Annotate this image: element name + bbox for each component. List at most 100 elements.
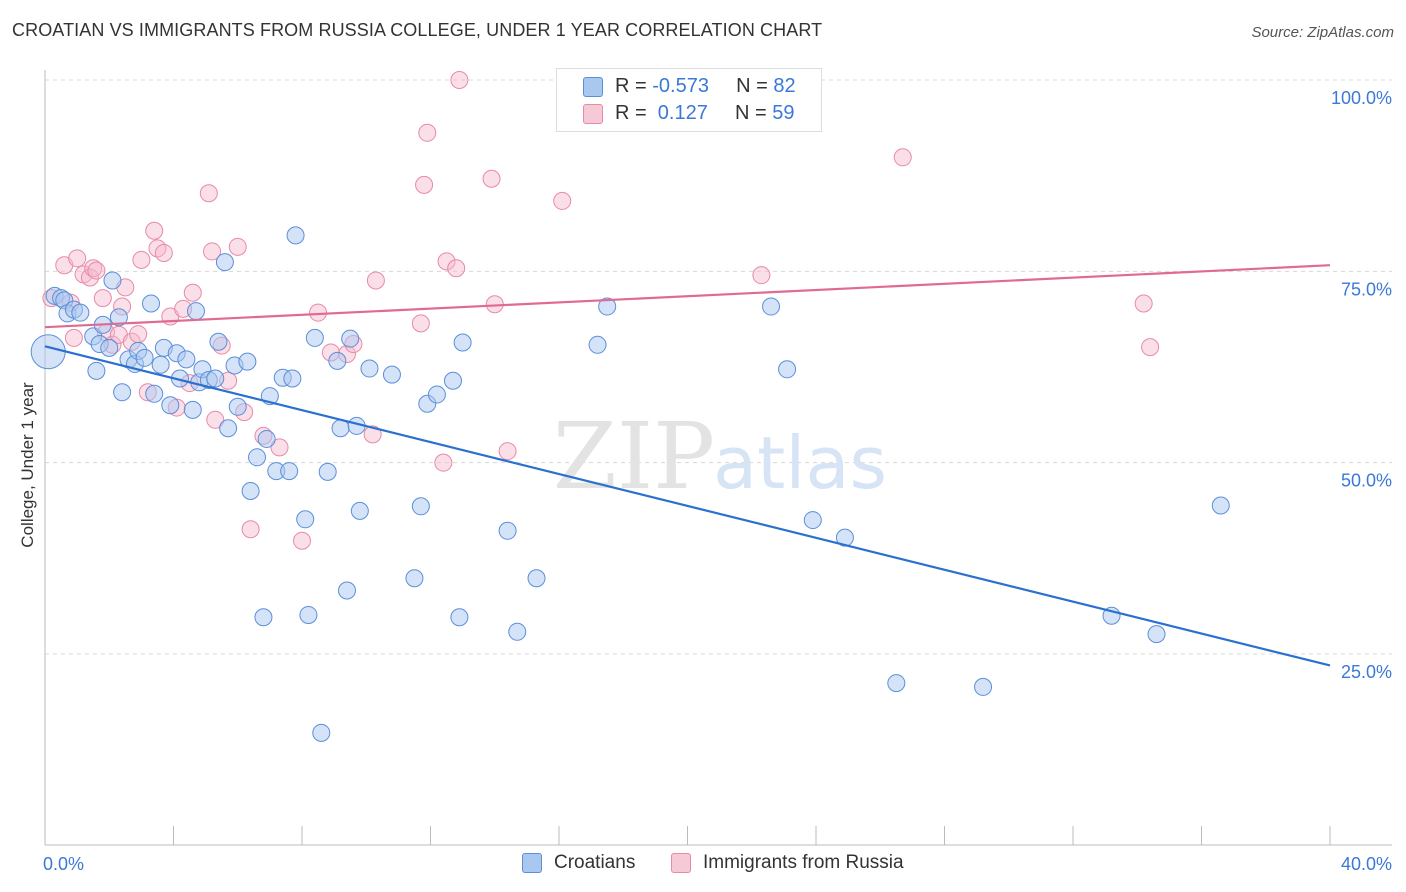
point-croatians bbox=[135, 348, 154, 367]
point-immigrants-from-russia bbox=[145, 221, 164, 240]
point-croatians bbox=[1147, 625, 1166, 644]
point-croatians bbox=[498, 521, 517, 540]
point-croatians bbox=[508, 622, 527, 641]
legend-r-label: R = bbox=[615, 75, 653, 97]
point-croatians bbox=[803, 511, 822, 530]
point-immigrants-from-russia bbox=[148, 239, 167, 258]
point-croatians bbox=[103, 271, 122, 290]
point-immigrants-from-russia bbox=[84, 259, 103, 278]
point-croatians bbox=[443, 371, 462, 390]
point-croatians bbox=[286, 226, 305, 245]
legend-swatch-croatians bbox=[522, 853, 542, 873]
trend-line-immigrants-from-russia bbox=[44, 264, 1331, 329]
point-croatians bbox=[527, 569, 546, 588]
point-immigrants-from-russia bbox=[199, 184, 218, 203]
point-immigrants-from-russia bbox=[1134, 294, 1153, 313]
point-croatians bbox=[145, 384, 164, 403]
point-croatians bbox=[405, 569, 424, 588]
point-immigrants-from-russia bbox=[411, 314, 430, 333]
legend-r-label: R = bbox=[615, 102, 653, 124]
point-croatians bbox=[350, 501, 369, 520]
y-tick-label: 75.0% bbox=[1341, 279, 1392, 299]
y-tick-label: 100.0% bbox=[1331, 88, 1392, 108]
point-immigrants-from-russia bbox=[415, 175, 434, 194]
point-croatians bbox=[411, 497, 430, 516]
point-immigrants-from-russia bbox=[447, 259, 466, 278]
point-croatians bbox=[318, 462, 337, 481]
point-immigrants-from-russia bbox=[87, 261, 106, 280]
point-croatians bbox=[762, 297, 781, 316]
point-croatians bbox=[382, 365, 401, 384]
point-croatians bbox=[598, 297, 617, 316]
legend-swatch-blue bbox=[583, 77, 603, 97]
axes bbox=[44, 70, 1392, 846]
point-croatians bbox=[835, 528, 854, 547]
point-croatians bbox=[450, 608, 469, 627]
watermark: ZIP atlas bbox=[553, 403, 887, 510]
point-croatians bbox=[257, 429, 276, 448]
point-croatians bbox=[1211, 496, 1230, 515]
y-tick-label: 25.0% bbox=[1341, 662, 1392, 682]
watermark-atlas: atlas bbox=[713, 421, 887, 505]
point-croatians bbox=[588, 335, 607, 354]
point-immigrants-from-russia bbox=[1141, 338, 1160, 357]
point-croatians bbox=[209, 332, 228, 351]
legend-label-russia: Immigrants from Russia bbox=[703, 852, 904, 873]
point-croatians bbox=[206, 369, 225, 388]
point-immigrants-from-russia bbox=[293, 531, 311, 550]
tick-labels: 25.0% 50.0% 75.0% 100.0% 0.0% 40.0% bbox=[43, 88, 1392, 874]
legend-r-value: -0.573 bbox=[652, 75, 709, 97]
point-croatians bbox=[453, 333, 472, 352]
legend-n-value: 59 bbox=[772, 102, 795, 124]
point-immigrants-from-russia bbox=[228, 237, 247, 256]
y-tick-label: 50.0% bbox=[1341, 471, 1392, 491]
point-croatians bbox=[186, 302, 205, 321]
x-tick-label: 40.0% bbox=[1341, 854, 1392, 874]
point-croatians bbox=[87, 361, 106, 380]
point-croatians bbox=[427, 385, 446, 404]
point-croatians bbox=[337, 581, 356, 600]
point-croatians bbox=[299, 605, 318, 624]
chart-source: Source: ZipAtlas.com bbox=[1251, 24, 1394, 41]
point-croatians bbox=[183, 400, 202, 419]
legend-n-label: N = bbox=[736, 75, 774, 97]
point-croatians bbox=[71, 303, 90, 322]
point-croatians bbox=[360, 359, 379, 378]
point-croatians bbox=[161, 396, 180, 415]
point-croatians bbox=[177, 350, 196, 369]
point-croatians bbox=[30, 334, 66, 370]
point-croatians bbox=[974, 677, 993, 696]
point-croatians bbox=[151, 355, 170, 374]
point-croatians bbox=[142, 294, 161, 313]
series-croatians bbox=[30, 226, 1230, 742]
legend-r-value: 0.127 bbox=[652, 102, 708, 124]
point-immigrants-from-russia bbox=[203, 242, 222, 261]
point-immigrants-from-russia bbox=[129, 325, 148, 344]
point-immigrants-from-russia bbox=[93, 289, 112, 308]
legend-n-label: N = bbox=[734, 102, 773, 124]
point-immigrants-from-russia bbox=[482, 169, 501, 188]
legend-swatch-russia bbox=[671, 853, 691, 873]
point-croatians bbox=[305, 328, 324, 347]
point-immigrants-from-russia bbox=[418, 123, 437, 142]
point-immigrants-from-russia bbox=[132, 250, 151, 269]
point-croatians bbox=[283, 369, 302, 388]
watermark-zip: ZIP bbox=[553, 403, 715, 510]
point-immigrants-from-russia bbox=[437, 252, 456, 271]
point-croatians bbox=[328, 351, 347, 370]
x-tick-label: 0.0% bbox=[43, 854, 84, 874]
point-immigrants-from-russia bbox=[752, 266, 771, 285]
point-immigrants-from-russia bbox=[206, 410, 225, 429]
point-croatians bbox=[215, 253, 234, 272]
point-croatians bbox=[296, 510, 315, 529]
point-immigrants-from-russia bbox=[64, 328, 83, 347]
point-croatians bbox=[341, 329, 360, 348]
point-croatians bbox=[280, 462, 299, 481]
point-croatians bbox=[228, 397, 247, 416]
point-immigrants-from-russia bbox=[450, 71, 469, 89]
trend-line-croatians bbox=[44, 345, 1331, 667]
point-immigrants-from-russia bbox=[553, 191, 572, 210]
point-croatians bbox=[887, 674, 906, 693]
point-immigrants-from-russia bbox=[434, 453, 453, 472]
